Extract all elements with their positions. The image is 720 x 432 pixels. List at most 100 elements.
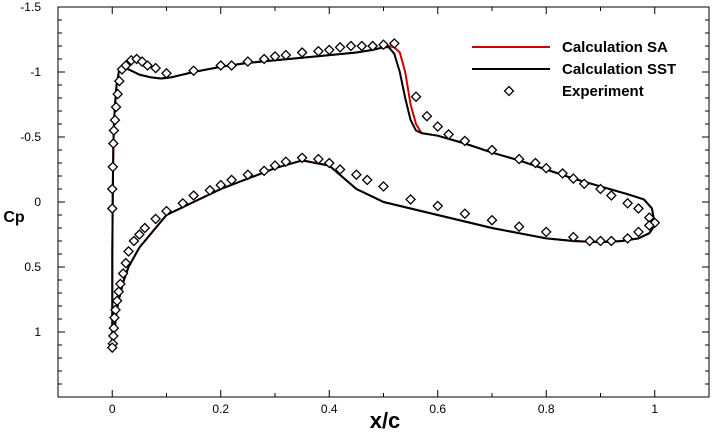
data-point: [112, 88, 124, 100]
data-point: [150, 213, 162, 225]
data-point: [106, 342, 118, 354]
data-point: [120, 257, 132, 269]
data-point: [323, 44, 335, 56]
data-point: [258, 53, 270, 65]
data-point: [296, 47, 308, 58]
data-point: [215, 179, 227, 191]
x-tick-label: 0.4: [321, 402, 338, 416]
data-point: [123, 245, 134, 257]
data-point: [269, 160, 281, 172]
data-point: [108, 125, 120, 136]
data-point: [513, 221, 525, 233]
data-point: [421, 110, 433, 122]
data-point: [113, 286, 125, 298]
data-point: [113, 75, 125, 87]
data-point: [150, 62, 162, 74]
legend-swatch-experiment: [503, 85, 515, 97]
data-point: [120, 60, 132, 71]
data-point: [584, 235, 596, 247]
data-point: [334, 164, 346, 175]
x-tick-label: 0.6: [429, 402, 446, 416]
data-point: [367, 40, 379, 52]
y-tick-label: -1: [30, 65, 41, 79]
data-point: [633, 203, 644, 214]
data-point: [405, 193, 417, 205]
x-axis-title: x/c: [370, 408, 401, 432]
data-point: [128, 235, 140, 247]
legend-label-calculation-sst: Calculation SST: [562, 61, 676, 78]
legend: Calculation SA Calculation SST Experiment: [472, 39, 676, 100]
data-point: [595, 183, 606, 195]
data-point: [378, 39, 389, 51]
data-point: [139, 222, 151, 234]
data-point: [432, 121, 444, 133]
y-axis-title: Cp: [3, 209, 25, 226]
data-point: [226, 174, 238, 186]
data-point: [312, 45, 324, 57]
data-point: [567, 231, 579, 243]
data-point: [133, 229, 145, 240]
data-point: [334, 41, 346, 53]
data-point: [117, 268, 129, 279]
data-point: [633, 226, 644, 238]
data-point: [410, 91, 422, 103]
x-tick-label: 0.2: [212, 402, 229, 416]
data-point: [109, 312, 120, 324]
data-point: [312, 153, 324, 165]
data-point: [188, 190, 200, 201]
data-point: [106, 203, 118, 214]
data-point: [107, 161, 119, 173]
data-point: [605, 235, 617, 247]
data-point: [345, 40, 357, 52]
data-point: [242, 56, 254, 68]
x-tick-label: 0: [109, 402, 116, 416]
data-point: [280, 156, 292, 168]
data-point: [567, 173, 579, 185]
y-tick-label: 1: [34, 325, 41, 339]
data-point: [258, 165, 270, 177]
data-point: [486, 144, 498, 156]
data-point: [540, 162, 552, 174]
data-point: [107, 138, 119, 149]
data-point: [622, 197, 634, 209]
data-point: [459, 135, 471, 147]
data-point: [557, 167, 568, 179]
data-point: [540, 226, 552, 238]
data-point: [280, 49, 292, 61]
data-point: [215, 60, 227, 71]
data-point: [622, 232, 634, 244]
y-tick-label: -0.5: [20, 130, 41, 144]
axes-layer: 0 0.2 0.4 0.6 0.8 1 -1.5 -1 -0.5 0 0.5 1: [20, 0, 710, 416]
data-point: [177, 197, 189, 209]
x-tick-label: 0.8: [538, 402, 555, 416]
data-point: [443, 128, 455, 140]
data-point: [269, 50, 281, 62]
data-point: [142, 60, 153, 71]
data-point: [131, 53, 143, 65]
x-tick-label: 1: [651, 402, 658, 416]
data-point: [595, 235, 606, 247]
data-point: [432, 200, 444, 212]
data-point: [356, 40, 368, 52]
data-point: [226, 60, 238, 71]
data-point: [204, 184, 216, 196]
legend-label-experiment: Experiment: [562, 83, 644, 100]
data-point: [161, 67, 172, 79]
data-point: [529, 157, 541, 169]
data-point: [106, 183, 118, 195]
data-point: [111, 295, 123, 307]
data-point: [378, 180, 389, 192]
legend-label-calculation-sa: Calculation SA: [562, 39, 668, 56]
data-point: [161, 205, 172, 217]
data-point: [188, 65, 200, 77]
data-point: [110, 101, 122, 113]
data-point: [109, 114, 121, 126]
data-point: [459, 208, 471, 220]
series-layer: [106, 37, 661, 354]
data-point: [361, 174, 373, 186]
data-point: [643, 219, 655, 231]
y-tick-label: 0: [34, 195, 41, 209]
series-points-experiment: [106, 37, 661, 354]
data-point: [323, 157, 335, 169]
